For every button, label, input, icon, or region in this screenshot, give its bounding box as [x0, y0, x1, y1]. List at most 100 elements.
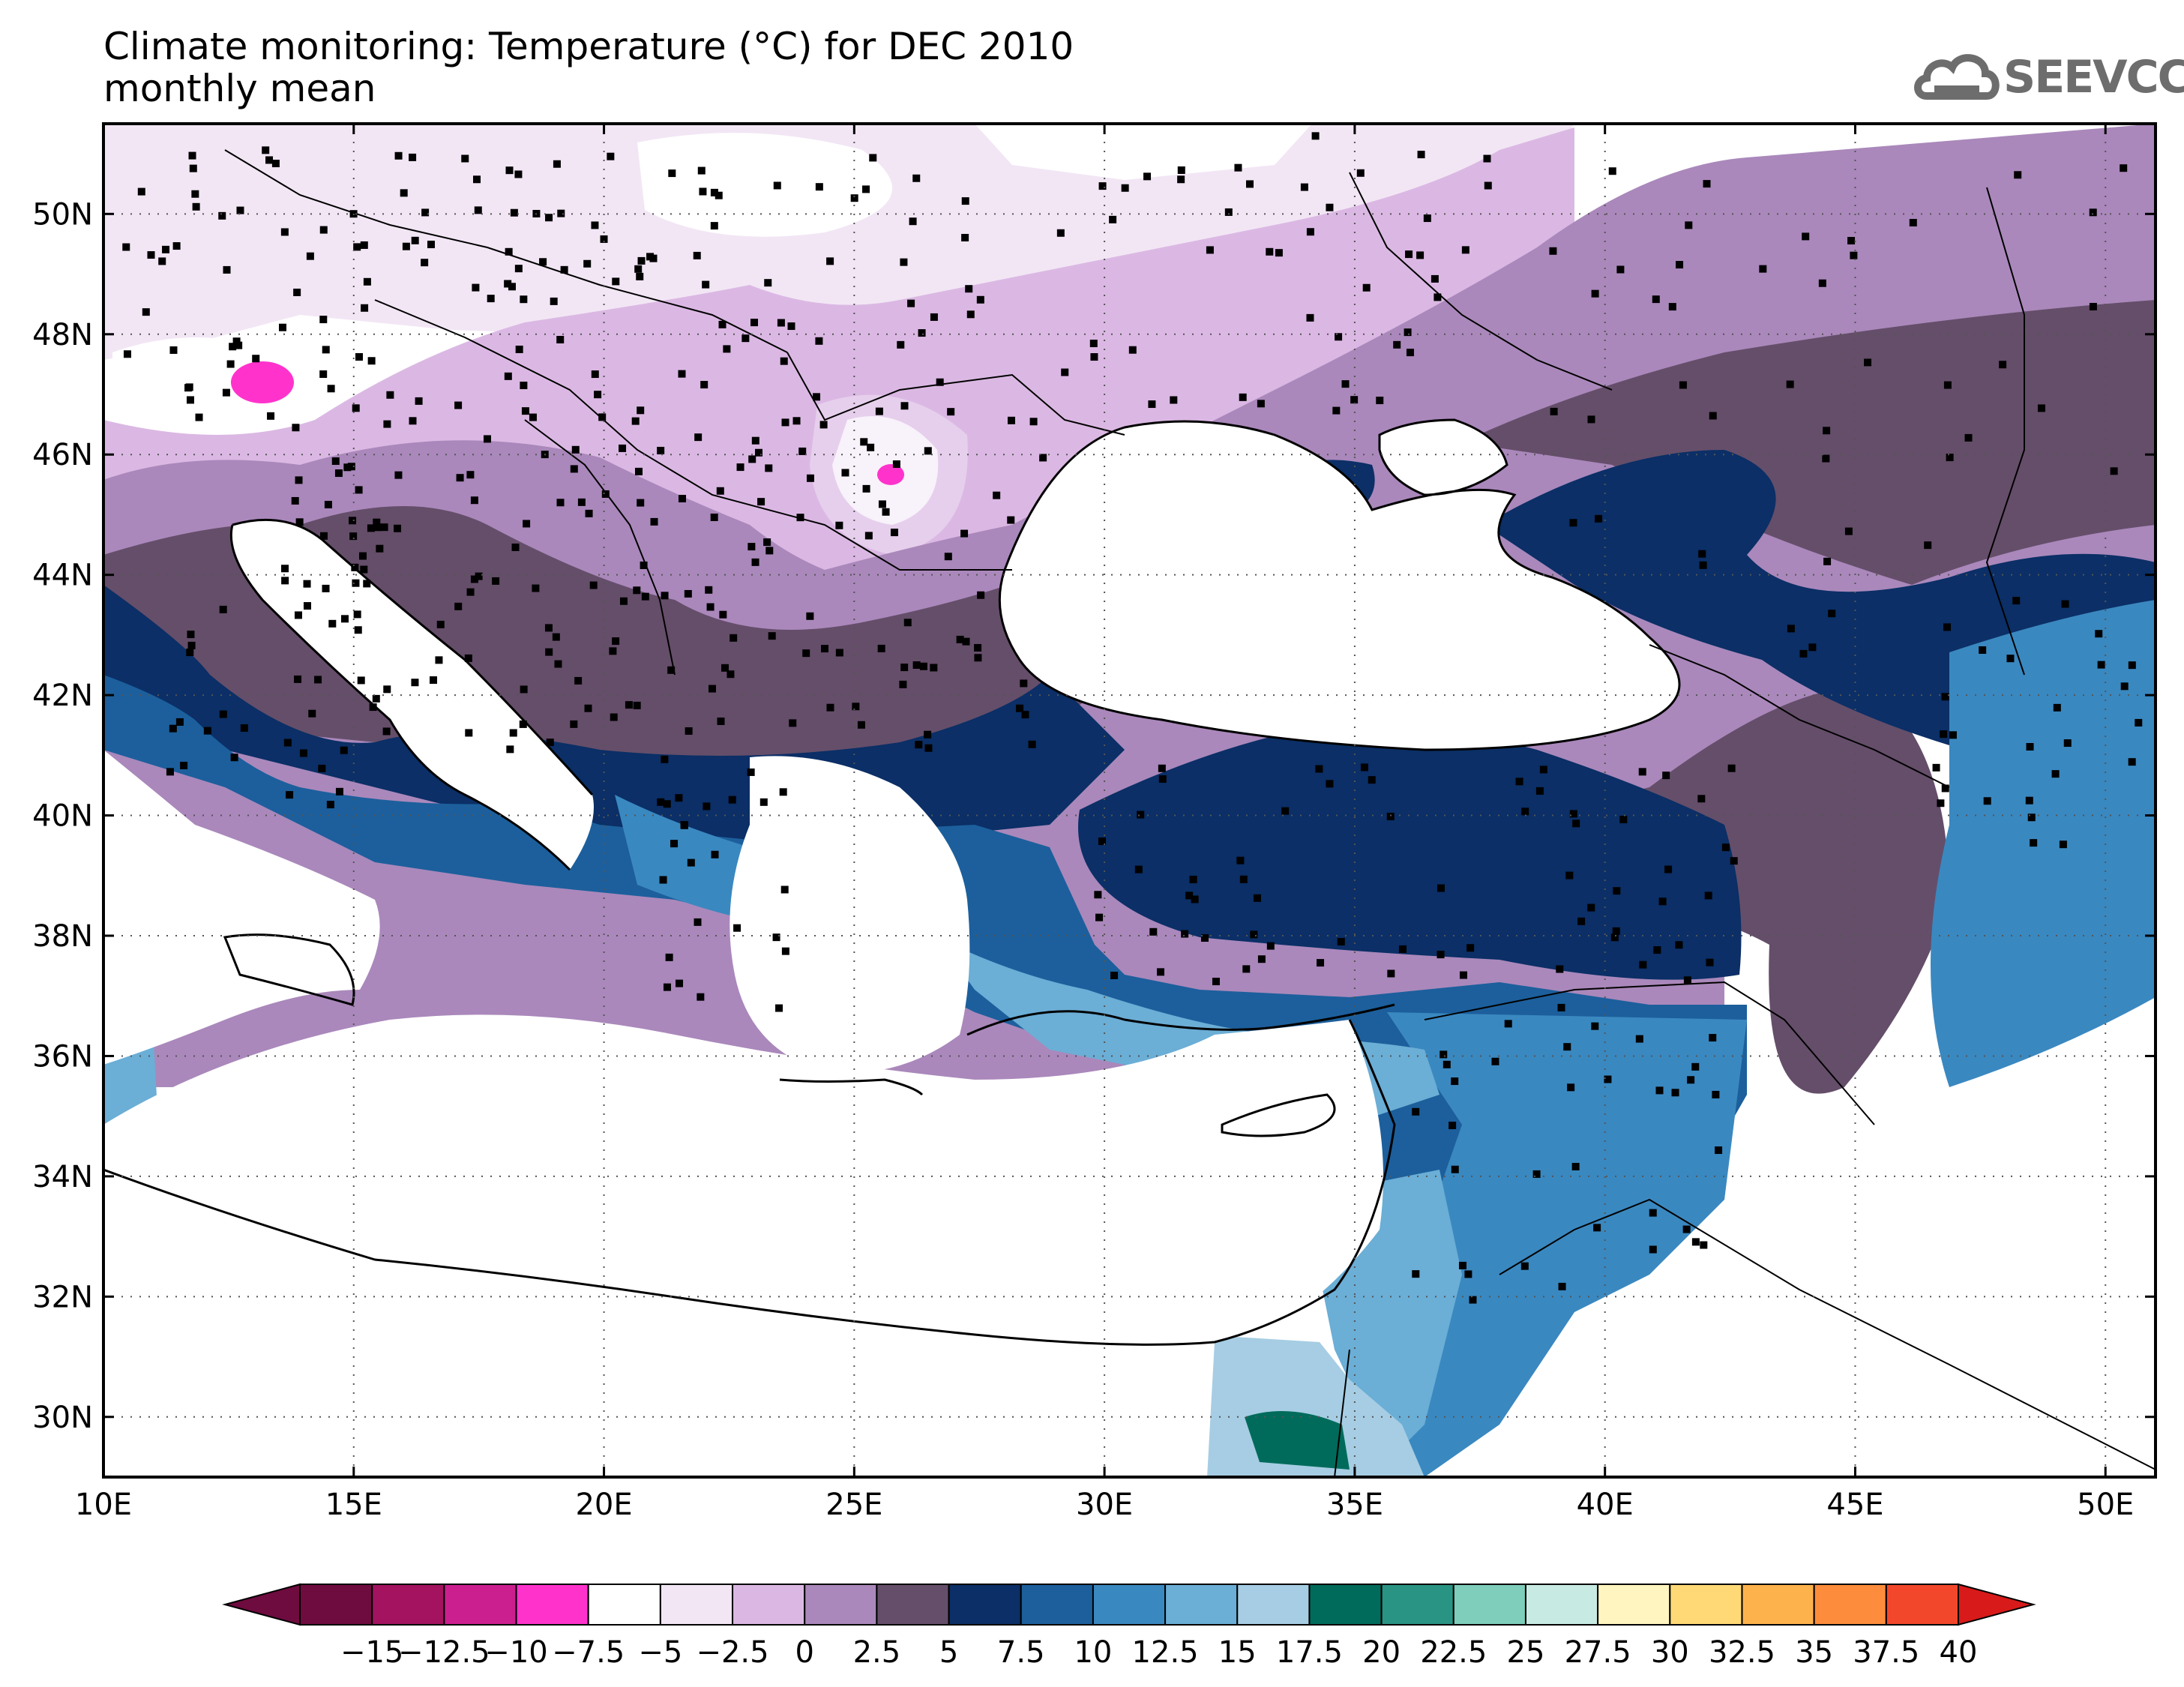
station-marker: [1089, 340, 1098, 348]
station-marker: [1550, 407, 1558, 415]
colorbar-under-arrow: [222, 1583, 301, 1626]
lat-tick-label: 34N: [32, 1160, 93, 1194]
station-marker: [383, 685, 391, 694]
station-marker: [1557, 1003, 1565, 1011]
station-marker: [222, 388, 230, 397]
grid-lines: [103, 124, 2156, 1477]
station-marker: [520, 295, 528, 304]
contour-band-dark-purple-east: [1462, 300, 2156, 585]
station-marker: [1610, 933, 1619, 942]
colorbar-swatch: [1020, 1584, 1094, 1626]
station-marker: [360, 565, 368, 574]
station-marker: [1682, 1225, 1691, 1233]
station-marker: [472, 283, 480, 292]
station-marker: [1206, 246, 1214, 254]
station-marker: [1007, 416, 1015, 424]
lat-tick-label: 38N: [32, 919, 93, 954]
station-marker: [806, 612, 814, 620]
station-marker: [1332, 406, 1341, 415]
station-marker: [2089, 302, 2097, 310]
station-marker: [699, 187, 707, 196]
station-marker: [355, 352, 364, 361]
station-marker: [1306, 313, 1314, 322]
station-marker: [218, 211, 226, 220]
lat-tick-label: 32N: [32, 1280, 93, 1314]
colorbar-label: −5: [638, 1635, 682, 1670]
station-marker: [835, 649, 843, 657]
station-marker: [1236, 856, 1245, 864]
station-marker: [2037, 404, 2045, 412]
station-marker: [1311, 132, 1320, 140]
station-marker: [1802, 232, 1810, 241]
black-sea: [999, 421, 1679, 750]
contour-patch-white-north: [637, 133, 892, 237]
station-marker: [318, 764, 326, 772]
station-marker: [721, 664, 729, 672]
station-marker: [1212, 978, 1220, 986]
station-marker: [1649, 1245, 1657, 1254]
lon-tick-label: 25E: [825, 1488, 882, 1522]
station-marker: [862, 185, 870, 193]
station-marker: [180, 761, 188, 769]
lat-tick-label: 44N: [32, 559, 93, 593]
contour-band-teal: [1245, 1411, 1350, 1470]
station-marker: [591, 221, 599, 229]
station-marker: [1257, 955, 1266, 963]
station-marker: [1200, 934, 1209, 942]
station-marker: [900, 664, 909, 672]
station-marker: [637, 499, 645, 507]
station-marker: [733, 924, 741, 932]
map-frame: [102, 122, 2157, 1479]
station-marker: [2095, 630, 2103, 638]
station-marker: [252, 355, 260, 363]
station-marker: [1326, 780, 1334, 788]
station-marker: [727, 670, 735, 679]
station-marker: [358, 552, 367, 560]
station-marker: [283, 739, 292, 747]
station-marker: [715, 191, 723, 199]
station-marker: [306, 252, 314, 260]
station-marker: [1405, 250, 1413, 259]
station-marker: [1535, 787, 1544, 795]
station-marker: [1847, 236, 1856, 244]
station-marker: [1404, 328, 1412, 337]
station-marker: [1567, 1083, 1575, 1092]
station-marker: [924, 744, 933, 752]
station-marker: [521, 407, 529, 415]
station-marker: [1658, 897, 1667, 906]
colorbar-label: 20: [1362, 1635, 1401, 1670]
station-marker: [172, 242, 181, 250]
station-marker: [505, 247, 513, 256]
station-marker: [878, 500, 886, 508]
station-marker: [191, 190, 199, 198]
station-marker: [1691, 1062, 1700, 1071]
station-marker: [322, 584, 330, 592]
lat-tick-label: 42N: [32, 679, 93, 713]
station-marker: [693, 251, 701, 259]
station-marker: [1143, 172, 1152, 181]
station-marker: [961, 233, 969, 241]
station-marker: [2110, 467, 2118, 475]
station-marker: [961, 197, 969, 205]
station-marker: [668, 169, 676, 178]
station-marker: [670, 840, 679, 848]
station-marker: [464, 654, 472, 662]
station-marker: [1156, 968, 1164, 976]
station-marker: [947, 408, 955, 416]
station-marker: [1687, 1076, 1695, 1084]
station-marker: [122, 243, 130, 251]
station-marker: [466, 588, 475, 596]
colorbar-swatch: [515, 1584, 589, 1626]
station-marker: [523, 520, 531, 528]
station-marker: [1224, 208, 1233, 216]
station-marker: [1393, 340, 1401, 349]
station-marker: [835, 521, 843, 529]
station-marker: [601, 490, 610, 498]
station-marker: [570, 465, 578, 473]
station-marker: [892, 460, 900, 469]
colorbar-swatch: [1308, 1584, 1383, 1626]
station-marker: [612, 637, 620, 646]
station-marker: [2128, 661, 2136, 670]
station-marker: [679, 495, 687, 503]
station-marker: [557, 209, 565, 217]
